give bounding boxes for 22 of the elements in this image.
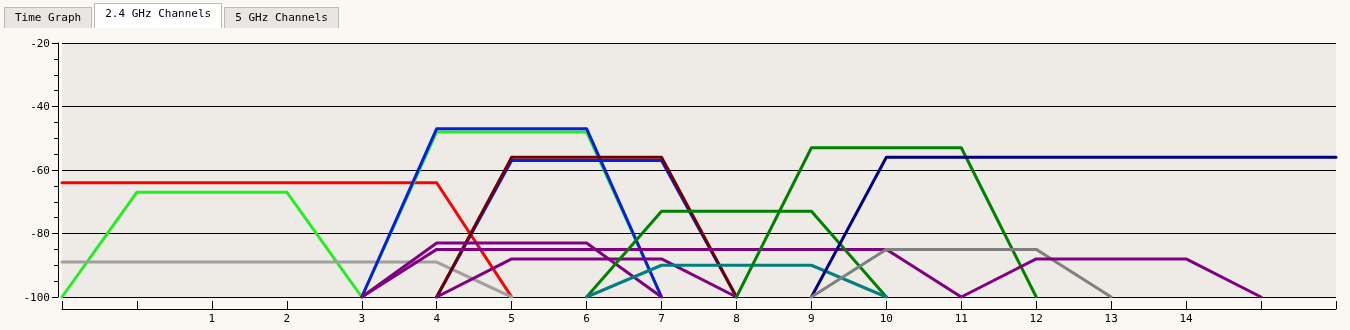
x-tick-label: 14 (1179, 312, 1194, 325)
x-tick-label: 13 (1104, 312, 1118, 325)
text: 5 GHz Channels (224, 7, 339, 28)
y-tick-label: -60 (30, 163, 50, 177)
text: 2.4 GHz Channels (94, 3, 223, 28)
x-tick-label: 12 (1029, 312, 1043, 325)
x-tick-label: 3 (358, 312, 366, 325)
x-tick-label: 9 (808, 312, 815, 325)
x-tick-label: 10 (879, 312, 893, 325)
x-tick-label: 7 (658, 312, 665, 325)
x-tick-label: 5 (508, 312, 515, 325)
x-tick-label: 4 (433, 312, 441, 325)
y-tick-label: -20 (30, 36, 50, 50)
x-tick-label: 11 (954, 312, 968, 325)
x-tick-label: 6 (583, 312, 590, 325)
x-tick-label: 2 (283, 312, 291, 325)
y-tick-label: -80 (30, 227, 50, 240)
x-tick-label: 8 (733, 312, 740, 325)
y-tick-label: -40 (30, 100, 50, 113)
x-tick-label: 1 (208, 312, 216, 325)
text: Time Graph (4, 7, 93, 28)
y-tick-label: -100 (23, 290, 50, 304)
